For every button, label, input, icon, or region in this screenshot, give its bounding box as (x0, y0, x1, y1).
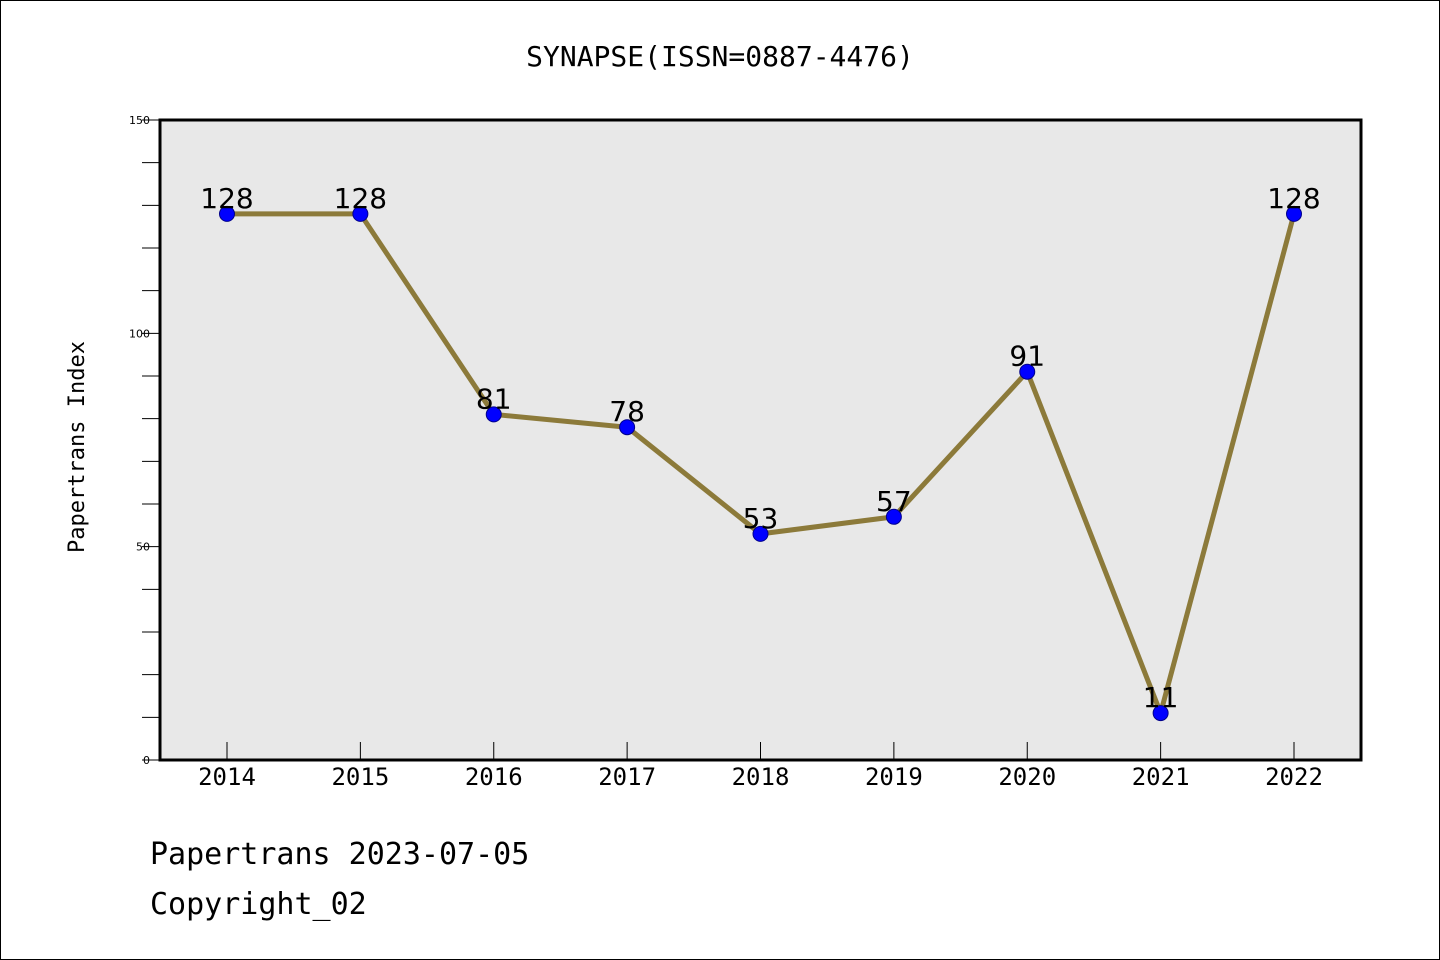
footer-date: Papertrans 2023-07-05 (150, 837, 529, 872)
data-point (752, 525, 769, 542)
chart-title: SYNAPSE(ISSN=0887-4476) (526, 40, 914, 73)
data-label: 128 (200, 182, 253, 215)
x-tick-label: 2022 (1265, 763, 1323, 791)
x-tick-label: 2020 (998, 763, 1056, 791)
x-tick-label: 2018 (732, 763, 790, 791)
data-label: 128 (1267, 182, 1320, 215)
data-label: 78 (609, 395, 645, 428)
x-tick-label: 2021 (1132, 763, 1190, 791)
data-labels: 128 128 81 78 53 57 91 11 128 (200, 182, 1320, 714)
y-axis: 0 50 100 150 (129, 114, 160, 767)
data-point (485, 406, 502, 423)
data-label: 53 (743, 502, 779, 535)
plot-border (158, 118, 1363, 762)
y-tick-label: 50 (136, 541, 150, 554)
data-point (1019, 363, 1036, 380)
x-tick-label: 2015 (331, 763, 389, 791)
y-axis-label: Papertrans Index (65, 341, 90, 553)
series-markers (219, 205, 1302, 722)
data-point (1286, 205, 1302, 222)
data-label: 81 (476, 382, 512, 415)
x-axis: 2014 2015 2016 2017 2018 2019 2020 2021 2022 (198, 742, 1323, 791)
y-tick-label: 0 (143, 754, 150, 767)
data-label: 91 (1009, 340, 1045, 373)
data-point (219, 205, 235, 222)
y-tick-label: 150 (129, 114, 150, 127)
data-label: 11 (1143, 681, 1179, 714)
footer-copyright: Copyright_02 (150, 887, 367, 922)
data-point (352, 205, 369, 222)
x-tick-label: 2017 (598, 763, 656, 791)
x-tick-label: 2014 (198, 763, 256, 791)
data-point (1152, 705, 1169, 722)
data-point (619, 419, 636, 436)
y-tick-label: 100 (129, 327, 150, 340)
x-tick-label: 2019 (865, 763, 923, 791)
data-label: 128 (334, 182, 387, 215)
data-label: 57 (876, 485, 912, 518)
data-point (885, 508, 902, 525)
x-tick-label: 2016 (465, 763, 523, 791)
plot-area (160, 120, 1361, 760)
